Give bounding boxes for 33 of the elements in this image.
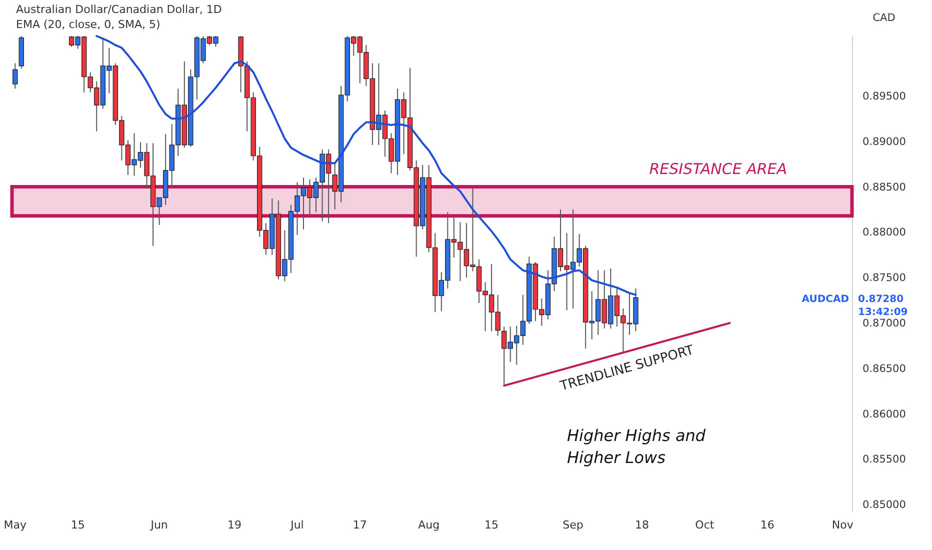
- chart-subtitle: EMA (20, close, 0, SMA, 5): [16, 18, 160, 31]
- x-tick-label: Nov: [832, 518, 854, 532]
- x-tick-label: Oct: [695, 518, 715, 532]
- y-tick-label: 0.85000: [862, 499, 906, 512]
- annotation: Higher Highs and Higher Lows: [567, 426, 706, 467]
- x-tick-label: May: [4, 518, 27, 532]
- y-tick-label: 0.86500: [862, 362, 906, 375]
- y-tick-label: 0.86000: [862, 408, 906, 420]
- y-tick-label: 0.89500: [862, 90, 906, 102]
- band-label: RESISTANCE AREA: [649, 160, 787, 178]
- x-tick-label: 19: [228, 518, 242, 532]
- y-tick-label: 0.89000: [862, 136, 906, 148]
- x-tick-label: Sep: [562, 518, 584, 532]
- x-tick-label: 15: [70, 518, 85, 532]
- chart-title: Australian Dollar/Canadian Dollar, 1D: [16, 3, 222, 16]
- x-tick-label: Aug: [418, 518, 440, 532]
- y-tick-label: 0.85500: [862, 454, 906, 466]
- candlestick: [12, 62, 18, 90]
- line-series: [96, 35, 637, 296]
- x-tick-label: 17: [352, 518, 367, 532]
- x-tick-label: 18: [635, 518, 649, 532]
- text: 0.87280: [858, 294, 904, 305]
- x-tick-label: Jun: [150, 518, 168, 532]
- x-tick-label: 15: [484, 518, 499, 532]
- y-tick-label: 0.87000: [862, 318, 906, 330]
- x-tick-label: Jul: [290, 518, 304, 532]
- y-axis-title: CAD: [872, 12, 896, 24]
- y-tick-label: 0.88000: [862, 226, 906, 239]
- y-tick-label: 0.87500: [862, 272, 906, 284]
- x-tick-label: 16: [760, 518, 774, 532]
- annotation: AUDCAD: [802, 294, 849, 305]
- text: 13:42:09: [858, 307, 908, 318]
- y-tick-label: 0.88500: [862, 181, 906, 194]
